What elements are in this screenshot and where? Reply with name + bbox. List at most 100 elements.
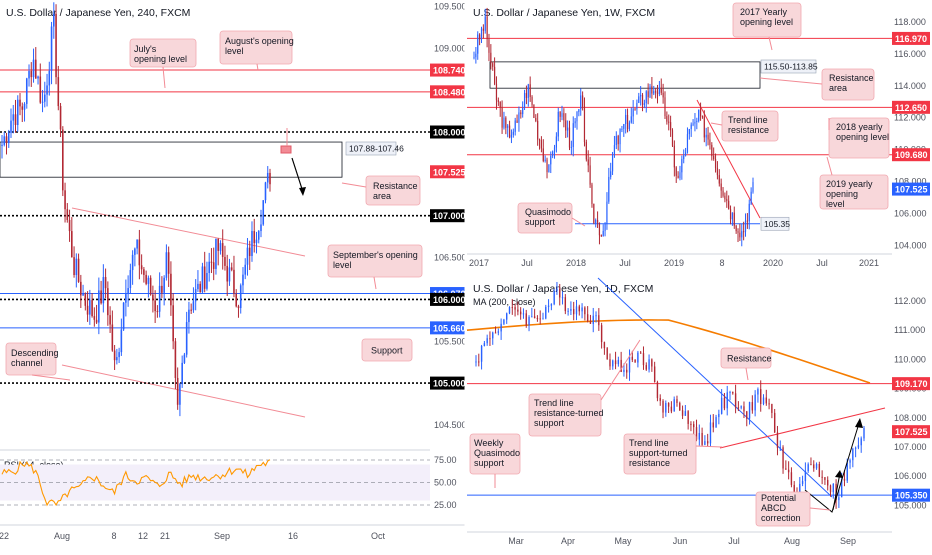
candle-body <box>514 120 516 132</box>
candle-body <box>28 71 30 79</box>
projection-arrowhead <box>299 187 306 196</box>
candle-body <box>838 497 840 501</box>
candle-body <box>138 239 141 266</box>
candle-body <box>248 247 251 256</box>
candle-body <box>645 91 647 104</box>
level-label: 107.000 <box>433 211 466 221</box>
candle-body <box>602 230 604 236</box>
candle-body <box>818 463 821 477</box>
label-line: Descending <box>11 348 59 358</box>
label-line: July's <box>134 44 157 54</box>
candle-body <box>692 123 694 125</box>
candle-body <box>508 125 511 138</box>
candle-body <box>244 264 247 275</box>
ann-qm-label: Quasimodo support <box>525 207 571 227</box>
ann-abcd-label: Potential ABCD correction <box>761 493 801 523</box>
candle-body <box>713 156 715 159</box>
y-tick-label: 110.000 <box>894 354 926 364</box>
candle-body <box>659 398 661 401</box>
candle-body <box>731 212 734 220</box>
candle-body <box>623 123 625 129</box>
candle-body <box>107 288 109 316</box>
candle-body <box>628 356 631 373</box>
candle-body <box>634 359 636 363</box>
candle-body <box>266 172 269 183</box>
candle-body <box>89 300 91 315</box>
label-line: ABCD <box>761 503 787 513</box>
level-label-bg <box>892 377 930 391</box>
candle-body <box>550 304 553 306</box>
candle-body <box>707 134 709 140</box>
candle-body <box>75 258 78 276</box>
candle-body <box>516 120 518 123</box>
x-tick-label: 2019 <box>664 258 684 268</box>
y-tick-label: 106.000 <box>894 208 927 218</box>
candle-body <box>667 402 670 407</box>
ann-support-label: Support <box>371 346 403 356</box>
level-label-bg <box>430 292 468 306</box>
candle-body <box>637 352 639 363</box>
level-label: 108.480 <box>433 87 466 97</box>
rsi-tick: 25.00 <box>434 500 457 510</box>
candle-body <box>773 412 776 433</box>
candle-body <box>609 359 611 367</box>
label-line: Resistance <box>829 73 874 83</box>
candle-body <box>698 109 700 121</box>
candle-body <box>611 154 614 172</box>
panel-weekly: U.S. Dollar / Japanese Yen, 1W, FXCM 104.… <box>467 0 932 270</box>
abcd-path <box>804 419 861 513</box>
zone-label-bg <box>760 59 817 74</box>
candle-body <box>656 92 659 94</box>
candle-body <box>723 397 726 409</box>
candle-body <box>210 261 213 263</box>
candle-body <box>100 290 102 304</box>
panel-daily: U.S. Dollar / Japanese Yen, 1D, FXCM MA (… <box>466 274 932 550</box>
candle-body <box>718 175 720 184</box>
candle-body <box>718 413 720 418</box>
candle-body <box>546 159 548 173</box>
candle-body <box>598 222 601 236</box>
candle-body <box>39 76 42 103</box>
candle-body <box>625 114 627 124</box>
candle-body <box>82 293 84 296</box>
candle-body <box>12 114 15 121</box>
level-label: 109.680 <box>895 150 928 160</box>
candle-body <box>610 171 612 177</box>
candle-body <box>147 277 150 284</box>
candle-body <box>679 172 681 178</box>
y-tick-label: 114.000 <box>894 81 926 91</box>
candle-body <box>473 57 475 59</box>
candle-body <box>127 288 129 295</box>
zone-label-bg <box>345 141 397 156</box>
candle-body <box>542 148 544 161</box>
candle-body <box>648 359 650 370</box>
candle-body <box>77 258 80 282</box>
candle-body <box>522 107 524 115</box>
label-line: 2018 yearly <box>836 122 883 132</box>
candle-body <box>649 86 651 98</box>
pointer-line <box>600 339 641 401</box>
candle-body <box>32 59 35 78</box>
candle-body <box>581 307 583 312</box>
label-line: Trend line <box>534 398 574 408</box>
x-tick-label: Oct <box>371 531 386 541</box>
candle-body <box>765 397 768 404</box>
ann-august-box <box>219 30 293 65</box>
resistance-marker <box>280 145 292 154</box>
candle-body <box>593 203 595 224</box>
trend-line-blue <box>597 277 833 498</box>
candle-body <box>651 359 653 367</box>
candle-body <box>553 290 555 305</box>
candle-body <box>815 463 818 469</box>
level-label-bg <box>430 376 468 390</box>
x-tick-label: May <box>614 536 632 546</box>
candle-body <box>735 225 737 232</box>
ann-tl-res-box <box>623 433 697 475</box>
candle-body <box>746 220 748 222</box>
candle-body <box>634 108 636 110</box>
candle-body <box>506 313 508 320</box>
candle-body <box>698 432 701 440</box>
x-tick-label: 8 <box>111 531 116 541</box>
candle-body <box>16 99 19 126</box>
candle-body <box>542 318 544 320</box>
